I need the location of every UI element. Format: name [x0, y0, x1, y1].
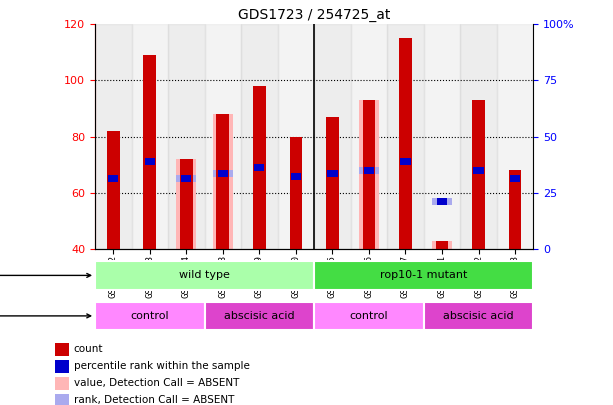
Title: GDS1723 / 254725_at: GDS1723 / 254725_at [238, 8, 390, 22]
Bar [177, 175, 196, 182]
Bar [254, 164, 264, 171]
Bar [400, 158, 411, 166]
Bar [132, 24, 168, 249]
Bar [314, 24, 351, 249]
Bar [473, 167, 484, 174]
Text: genotype/variation: genotype/variation [0, 271, 91, 280]
Text: abscisic acid: abscisic acid [443, 311, 514, 321]
Bar [362, 100, 375, 249]
Text: abscisic acid: abscisic acid [224, 311, 295, 321]
Bar [351, 24, 387, 249]
Bar [177, 159, 196, 249]
Bar [55, 394, 69, 405]
Bar [253, 86, 266, 249]
Bar [205, 24, 241, 249]
Bar [291, 173, 301, 179]
Bar [359, 167, 379, 174]
Bar [278, 24, 314, 249]
Bar [326, 117, 339, 249]
Bar [472, 100, 485, 249]
Bar [387, 24, 424, 249]
Bar [327, 170, 338, 177]
Bar [143, 55, 156, 249]
Bar [432, 198, 452, 205]
Bar [95, 261, 314, 290]
Bar [108, 175, 118, 182]
Bar [364, 167, 374, 174]
Bar [55, 343, 69, 356]
Bar [216, 114, 229, 249]
Text: rank, Detection Call = ABSENT: rank, Detection Call = ABSENT [74, 395, 234, 405]
Bar [205, 302, 314, 330]
Text: control: control [349, 311, 388, 321]
Bar [509, 171, 522, 249]
Bar [241, 24, 278, 249]
Bar [497, 24, 533, 249]
Bar [510, 175, 520, 182]
Text: percentile rank within the sample: percentile rank within the sample [74, 361, 249, 371]
Bar [399, 38, 412, 249]
Text: count: count [74, 344, 103, 354]
Bar [314, 302, 424, 330]
Bar [95, 302, 205, 330]
Bar [107, 131, 120, 249]
Bar [181, 175, 191, 182]
Bar [213, 114, 233, 249]
Bar [55, 360, 69, 373]
Bar [289, 136, 302, 249]
Bar [437, 198, 447, 205]
Bar [95, 24, 132, 249]
Bar [180, 159, 192, 249]
Text: control: control [131, 311, 169, 321]
Bar [218, 170, 228, 177]
Bar [314, 261, 533, 290]
Bar [168, 24, 205, 249]
Text: wild type: wild type [179, 271, 230, 280]
Text: value, Detection Call = ABSENT: value, Detection Call = ABSENT [74, 378, 239, 388]
Bar [145, 158, 155, 166]
Bar [359, 100, 379, 249]
Bar [55, 377, 69, 390]
Bar [460, 24, 497, 249]
Bar [436, 241, 448, 249]
Text: rop10-1 mutant: rop10-1 mutant [380, 271, 468, 280]
Bar [213, 170, 233, 177]
Bar [424, 24, 460, 249]
Bar [424, 302, 533, 330]
Text: agent: agent [0, 311, 91, 321]
Bar [432, 241, 452, 249]
